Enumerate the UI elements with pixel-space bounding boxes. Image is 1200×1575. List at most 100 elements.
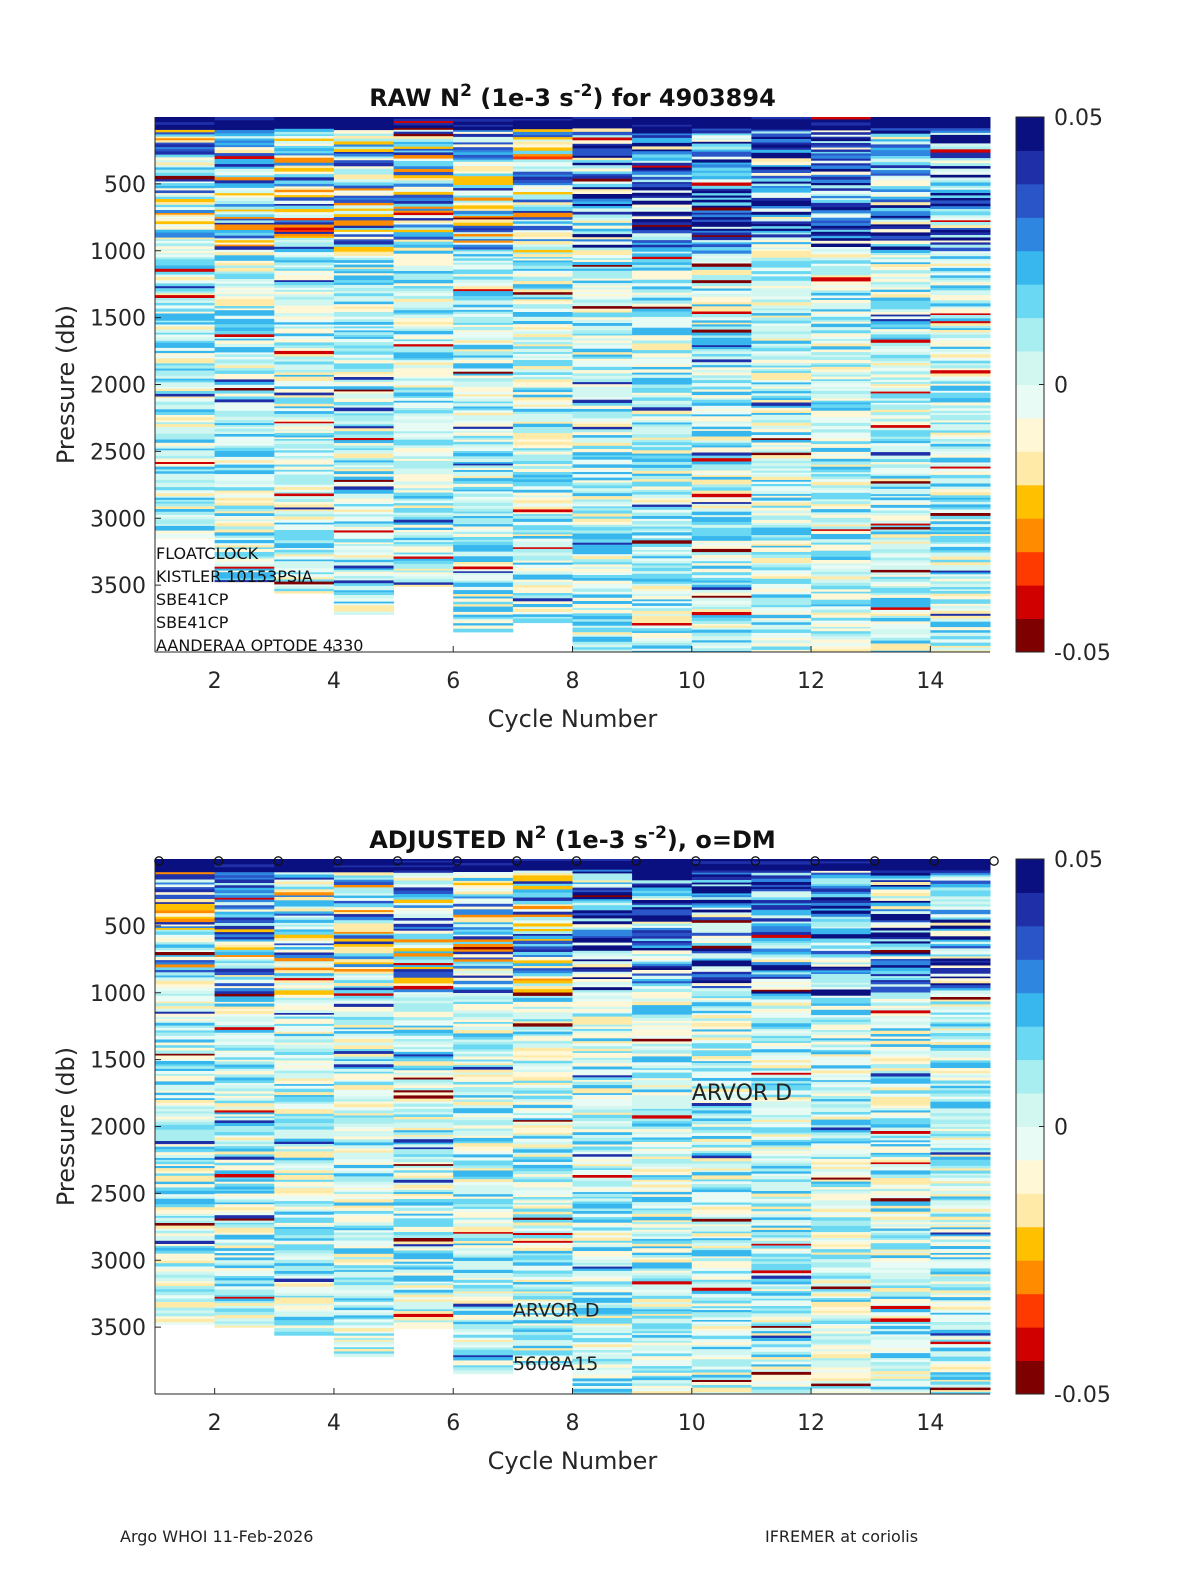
- heatmap-cell: [393, 887, 454, 891]
- heatmap-cell: [811, 612, 872, 616]
- heatmap-cell: [691, 411, 752, 415]
- heatmap-cell: [691, 263, 752, 268]
- heatmap-cell: [691, 884, 752, 887]
- heatmap-cell: [691, 433, 752, 437]
- heatmap-cell: [572, 1188, 633, 1191]
- heatmap-cell: [393, 1150, 454, 1155]
- heatmap-cell: [274, 1219, 335, 1224]
- heatmap-cell: [632, 875, 693, 879]
- heatmap-cell: [155, 926, 216, 929]
- heatmap-cell: [632, 392, 693, 396]
- heatmap-cell: [572, 482, 633, 486]
- heatmap-cell: [512, 265, 573, 270]
- heatmap-cell: [930, 400, 991, 403]
- heatmap-cell: [214, 252, 275, 256]
- heatmap-cell: [751, 864, 812, 868]
- heatmap-cell: [691, 636, 752, 639]
- heatmap-cell: [632, 1318, 693, 1323]
- heatmap-cell: [811, 596, 872, 601]
- heatmap-cell: [572, 629, 633, 633]
- heatmap-cell: [453, 1101, 514, 1106]
- heatmap-cell: [632, 303, 693, 308]
- heatmap-cell: [393, 283, 454, 287]
- heatmap-cell: [333, 246, 394, 251]
- heatmap-cell: [572, 214, 633, 219]
- heatmap-cell: [214, 1116, 275, 1119]
- colorbar-segment: [1016, 451, 1044, 486]
- heatmap-cell: [214, 963, 275, 966]
- heatmap-cell: [512, 284, 573, 289]
- heatmap-cell: [572, 501, 633, 505]
- heatmap-cell: [751, 1090, 812, 1093]
- heatmap-cell: [155, 322, 216, 325]
- heatmap-cell: [870, 153, 931, 157]
- heatmap-cell: [333, 1164, 394, 1169]
- heatmap-cell: [453, 297, 514, 301]
- heatmap-cell: [811, 419, 872, 424]
- heatmap-cell: [333, 171, 394, 175]
- heatmap-cell: [512, 1228, 573, 1232]
- heatmap-cell: [274, 559, 335, 562]
- heatmap-cell: [632, 135, 693, 139]
- heatmap-cell: [811, 441, 872, 445]
- heatmap-cell: [691, 288, 752, 292]
- heatmap-cell: [453, 506, 514, 510]
- heatmap-cell: [155, 1302, 216, 1305]
- heatmap-cell: [453, 580, 514, 584]
- heatmap-cell: [572, 959, 633, 962]
- heatmap-cell: [274, 326, 335, 330]
- heatmap-cell: [930, 441, 991, 445]
- heatmap-cell: [214, 893, 275, 896]
- chart-adj: 2 4 6 8 10 12 14500100015002000250030003500Cyc…: [52, 823, 1111, 1475]
- heatmap-cell: [155, 1098, 216, 1101]
- heatmap-cell: [870, 604, 931, 608]
- heatmap-cell: [453, 371, 514, 375]
- y-tick-label: 3500: [90, 574, 146, 599]
- heatmap-cell: [453, 147, 514, 151]
- heatmap-cell: [214, 363, 275, 366]
- heatmap-cell: [632, 286, 693, 290]
- heatmap-cell: [691, 222, 752, 225]
- heatmap-cell: [453, 456, 514, 460]
- heatmap-cell: [214, 1212, 275, 1216]
- heatmap-cell: [393, 471, 454, 475]
- heatmap-cell: [274, 869, 335, 873]
- heatmap-cell: [572, 165, 633, 169]
- heatmap-cell: [572, 1154, 633, 1158]
- heatmap-cell: [214, 462, 275, 466]
- heatmap-cell: [214, 505, 275, 510]
- heatmap-cell: [453, 418, 514, 422]
- heatmap-cell: [691, 1240, 752, 1244]
- heatmap-cell: [691, 389, 752, 393]
- heatmap-cell: [214, 937, 275, 940]
- heatmap-cell: [333, 535, 394, 540]
- heatmap-cell: [333, 271, 394, 274]
- heatmap-cell: [870, 517, 931, 522]
- heatmap-cell: [393, 1005, 454, 1010]
- heatmap-cell: [512, 518, 573, 523]
- heatmap-cell: [751, 320, 812, 324]
- heatmap-cell: [572, 884, 633, 887]
- heatmap-cell: [333, 205, 394, 209]
- heatmap-cell: [333, 133, 394, 137]
- heatmap-cell: [691, 539, 752, 542]
- heatmap-cell: [393, 322, 454, 325]
- heatmap-cell: [751, 632, 812, 636]
- heatmap-cell: [870, 486, 931, 490]
- heatmap-cell: [453, 1069, 514, 1074]
- heatmap-cell: [870, 374, 931, 378]
- heatmap-cell: [811, 385, 872, 388]
- heatmap-cell: [512, 911, 573, 915]
- heatmap-cell: [214, 190, 275, 194]
- heatmap-cell: [453, 347, 514, 350]
- heatmap-cell: [214, 1318, 275, 1322]
- heatmap-cell: [393, 261, 454, 264]
- heatmap-cell: [572, 647, 633, 651]
- heatmap-cell: [930, 574, 991, 577]
- heatmap-cell: [274, 1016, 335, 1020]
- heatmap-cell: [393, 435, 454, 438]
- heatmap-cell: [572, 397, 633, 401]
- heatmap-cell: [870, 575, 931, 578]
- heatmap-cell: [512, 1144, 573, 1149]
- heatmap-cell: [453, 1219, 514, 1223]
